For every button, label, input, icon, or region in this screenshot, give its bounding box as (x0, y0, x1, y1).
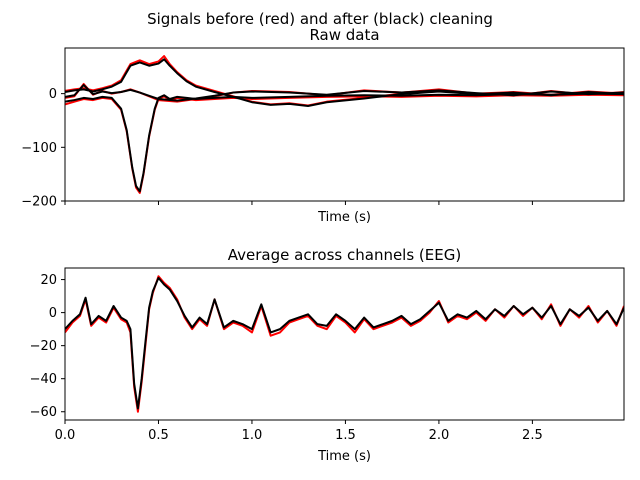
avg-y-tick-label: −40 (30, 372, 57, 387)
avg-series-group (65, 275, 624, 413)
average-axes: Average across channels (EEG) 0.0 0.5 1.0 1.… (30, 246, 625, 464)
raw-series-group (65, 55, 624, 194)
avg-after-line (65, 276, 624, 410)
raw-x-axis-label: Time (s) (317, 210, 371, 225)
raw-channel-2-after-line (65, 58, 624, 107)
avg-y-tick-label: −60 (30, 405, 57, 420)
avg-y-tick-label: 0 (49, 306, 57, 321)
raw-axes-frame (64, 47, 625, 202)
avg-x-axis-label: Time (s) (317, 449, 371, 464)
avg-x-tick-label: 1.0 (242, 428, 263, 443)
avg-x-tick-label: 2.5 (522, 428, 543, 443)
avg-x-tick-label: 2.0 (429, 428, 450, 443)
raw-channel-3-after-line (65, 84, 624, 102)
raw-y-tick-label: −100 (21, 141, 57, 156)
avg-axes-frame (64, 267, 625, 421)
raw-axes-title: Raw data (309, 26, 379, 44)
avg-axes-title: Average across channels (EEG) (228, 246, 461, 264)
raw-y-tick-label: 0 (49, 87, 57, 102)
avg-x-tick-label: 0.5 (148, 428, 169, 443)
raw-y-tick-label: −200 (21, 195, 57, 210)
figure-title: Signals before (red) and after (black) c… (147, 10, 493, 28)
avg-y-tick-label: 20 (40, 273, 57, 288)
avg-x-tick-label: 1.5 (335, 428, 356, 443)
raw-data-axes: Raw data −200 −100 0 Time (s) (21, 26, 625, 225)
avg-y-tick-label: −20 (30, 339, 57, 354)
avg-x-tick-label: 0.0 (55, 428, 76, 443)
